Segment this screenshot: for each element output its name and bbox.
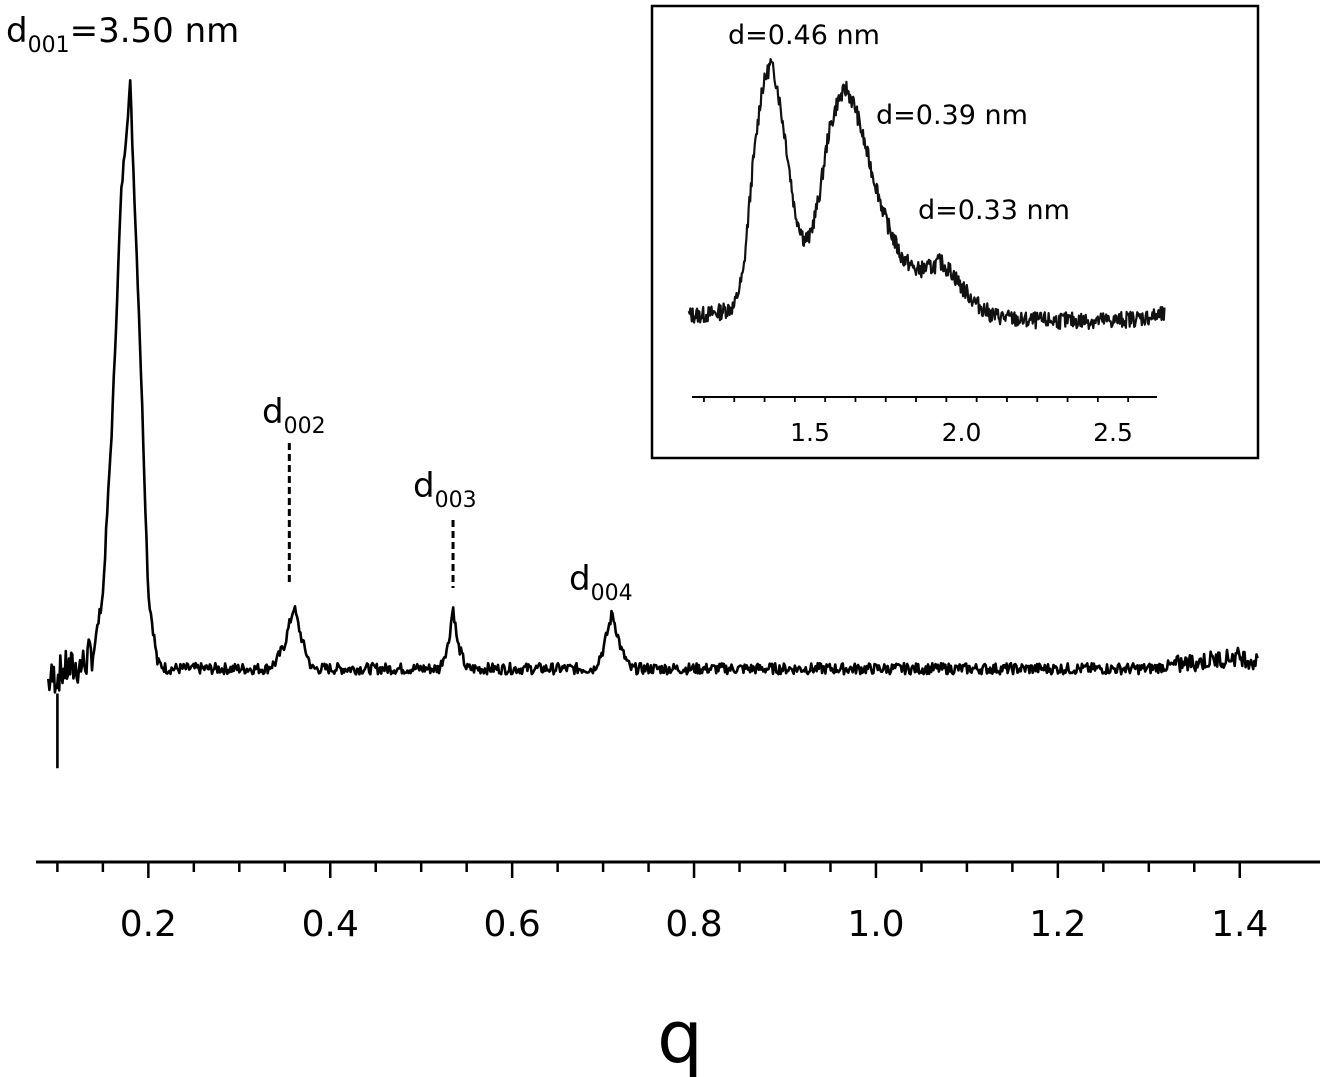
inset-frame: [650, 4, 1260, 460]
inset-x-ticks: [703, 397, 1130, 402]
peak-annotation: d004: [569, 559, 633, 606]
main-x-tick-label: 0.8: [665, 904, 722, 945]
peak-annotation: d001=3.50 nm: [6, 11, 239, 58]
peak-markers: [56, 443, 455, 769]
inset-peak-annotation: d=0.33 nm: [918, 195, 1070, 226]
annotation-base: d: [6, 11, 28, 51]
annotation-subscript: 001: [28, 33, 70, 58]
main-x-ticks: [56, 862, 1241, 878]
annotation-subscript: 004: [591, 581, 633, 606]
annotation-base: d: [413, 466, 435, 506]
annotation-subscript: 003: [435, 488, 477, 513]
peak-annotation: d003: [413, 466, 477, 513]
main-x-tick-label: 0.6: [484, 904, 541, 945]
annotation-base: d: [569, 559, 591, 599]
main-x-tick-label: 1.2: [1029, 904, 1086, 945]
annotation-base: d: [262, 392, 284, 432]
inset-x-tick-label: 2.0: [942, 418, 982, 447]
peak-annotation: d002: [262, 392, 326, 439]
main-x-axis-label: q: [657, 995, 703, 1077]
annotation-tail: =3.50 nm: [70, 11, 240, 51]
main-series-line: [47, 79, 1259, 694]
main-x-tick-label: 0.2: [120, 904, 177, 945]
inset-x-tick-label: 1.5: [790, 418, 830, 447]
inset-peak-annotation: d=0.46 nm: [728, 20, 880, 51]
inset-peak-annotations: d=0.46 nm d=0.39 nm d=0.33 nm: [728, 20, 1070, 226]
annotation-subscript: 002: [284, 414, 326, 439]
inset-x-tick-label: 2.5: [1093, 418, 1133, 447]
main-x-tick-labels: 0.2 0.4 0.6 0.8 1.0 1.2 1.4: [120, 904, 1269, 945]
main-x-tick-label: 0.4: [302, 904, 359, 945]
main-x-tick-label: 1.4: [1211, 904, 1268, 945]
inset-series-line: [687, 58, 1166, 330]
inset-peak-annotation: d=0.39 nm: [876, 100, 1028, 131]
inset-x-tick-labels: 1.5 2.0 2.5: [790, 418, 1133, 447]
main-x-tick-label: 1.0: [847, 904, 904, 945]
